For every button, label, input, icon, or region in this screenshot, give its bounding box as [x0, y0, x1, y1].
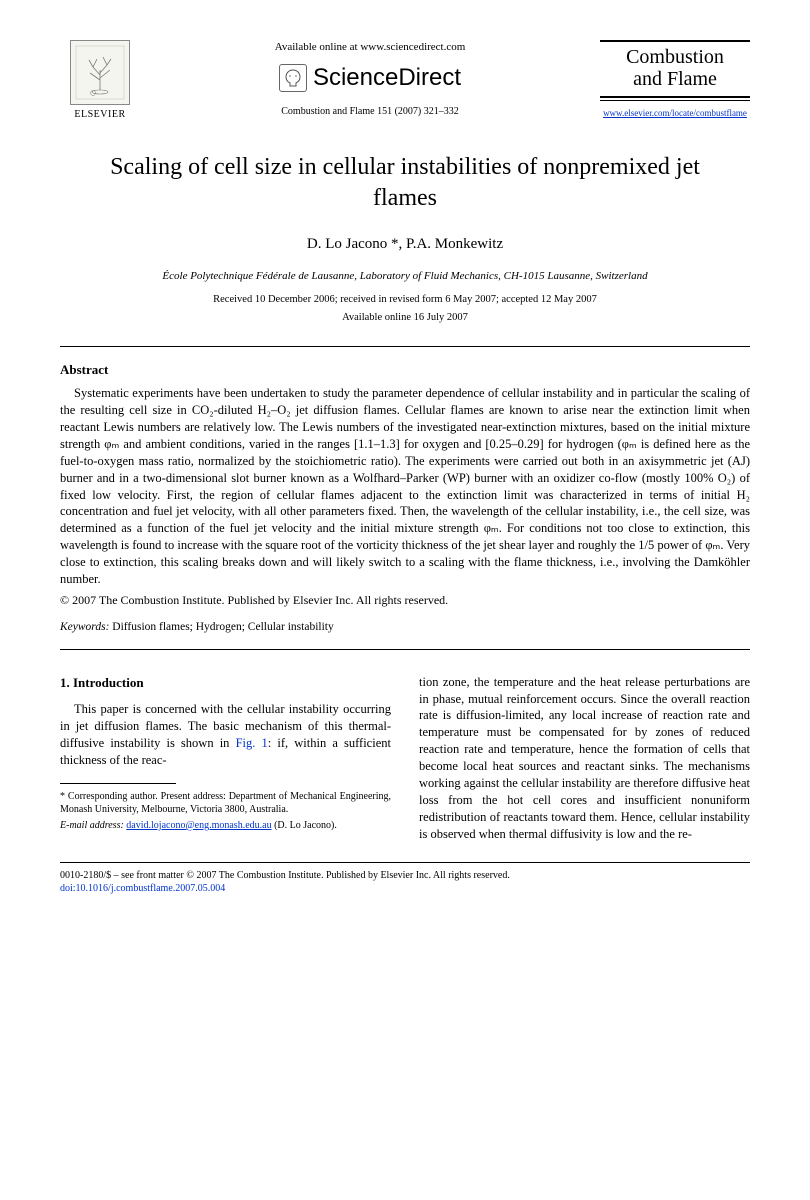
elsevier-logo-icon — [75, 45, 125, 100]
journal-name-line1: Combustion — [600, 46, 750, 68]
divider-top — [60, 346, 750, 347]
page-footer: 0010-2180/$ – see front matter © 2007 Th… — [60, 869, 750, 895]
abstract-text: Systematic experiments have been underta… — [60, 385, 750, 588]
keywords-label: Keywords: — [60, 621, 109, 633]
keywords-text: Diffusion flames; Hydrogen; Cellular ins… — [109, 621, 333, 633]
dates-line: Received 10 December 2006; received in r… — [60, 293, 750, 308]
abstract-copyright: © 2007 The Combustion Institute. Publish… — [60, 592, 750, 609]
authors-line: D. Lo Jacono *, P.A. Monkewitz — [60, 234, 750, 255]
email-footnote: E-mail address: david.lojacono@eng.monas… — [60, 819, 391, 832]
email-link[interactable]: david.lojacono@eng.monash.edu.au — [126, 820, 271, 831]
footnote-divider — [60, 783, 176, 784]
email-label: E-mail address: — [60, 820, 124, 831]
intro-para-1: This paper is concerned with the cellula… — [60, 701, 391, 769]
email-suffix: (D. Lo Jacono). — [274, 820, 337, 831]
intro-heading: 1. Introduction — [60, 674, 391, 692]
divider-bottom — [60, 649, 750, 650]
online-date-line: Available online 16 July 2007 — [60, 311, 750, 326]
journal-name-line2: and Flame — [600, 68, 750, 90]
sciencedirect-text: ScienceDirect — [313, 61, 461, 95]
footer-doi[interactable]: doi:10.1016/j.combustflame.2007.05.004 — [60, 882, 750, 895]
body-columns: 1. Introduction This paper is concerned … — [60, 674, 750, 843]
article-title: Scaling of cell size in cellular instabi… — [100, 152, 710, 214]
right-column: tion zone, the temperature and the heat … — [419, 674, 750, 843]
citation-line: Combustion and Flame 151 (2007) 321–332 — [160, 105, 580, 119]
intro-col2-text: tion zone, the temperature and the heat … — [419, 674, 750, 843]
keywords-line: Keywords: Diffusion flames; Hydrogen; Ce… — [60, 619, 750, 635]
header-row: ELSEVIER Available online at www.science… — [60, 40, 750, 122]
page-footer-divider — [60, 862, 750, 863]
left-column: 1. Introduction This paper is concerned … — [60, 674, 391, 843]
abstract-heading: Abstract — [60, 361, 750, 379]
corresponding-footnote: * Corresponding author. Present address:… — [60, 790, 391, 816]
footer-issn: 0010-2180/$ – see front matter © 2007 Th… — [60, 869, 750, 882]
sciencedirect-logo: ScienceDirect — [160, 61, 580, 95]
fig-1-link[interactable]: Fig. 1 — [236, 736, 268, 750]
affiliation-line: École Polytechnique Fédérale de Lausanne… — [60, 269, 750, 284]
elsevier-label: ELSEVIER — [74, 108, 125, 122]
elsevier-block: ELSEVIER — [60, 40, 140, 122]
journal-title-box: Combustion and Flame — [600, 40, 750, 101]
journal-block: Combustion and Flame www.elsevier.com/lo… — [600, 40, 750, 121]
elsevier-tree-logo — [70, 40, 130, 105]
sciencedirect-icon — [279, 64, 307, 92]
available-online-text: Available online at www.sciencedirect.co… — [160, 40, 580, 55]
center-header-block: Available online at www.sciencedirect.co… — [140, 40, 600, 119]
journal-url-link[interactable]: www.elsevier.com/locate/combustflame — [603, 108, 747, 118]
